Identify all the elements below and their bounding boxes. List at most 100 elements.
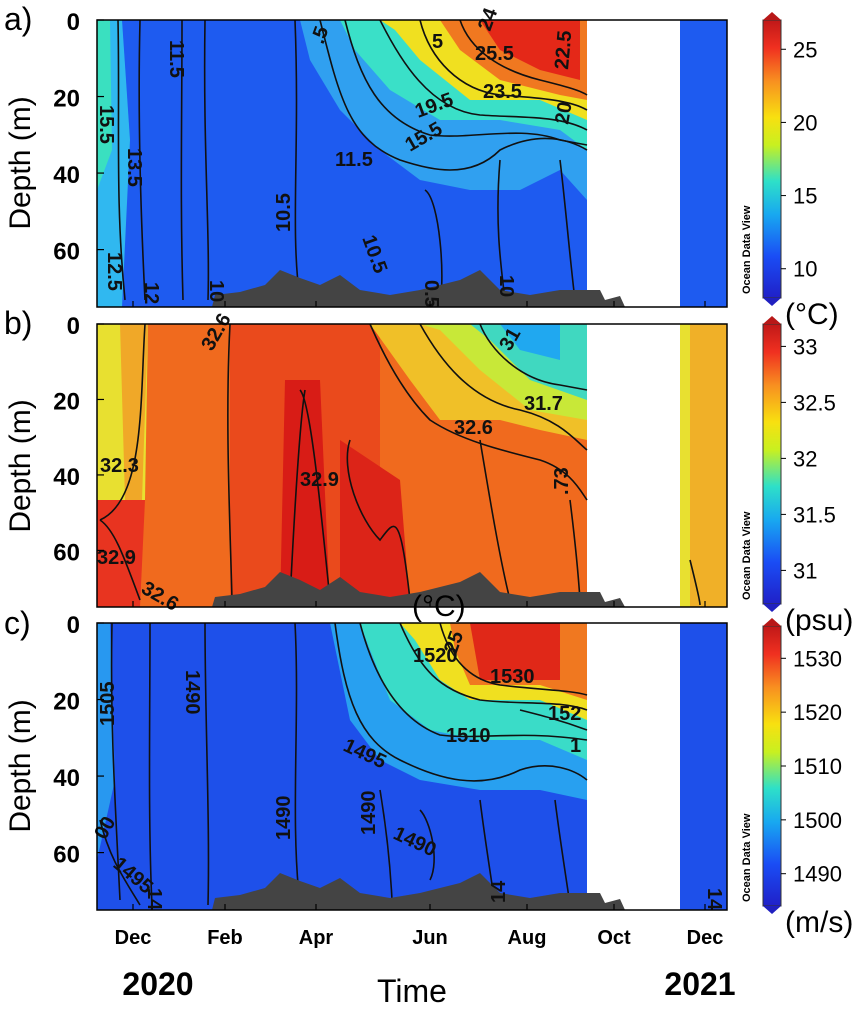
contour-label: 12.5 bbox=[103, 252, 125, 291]
y-tick-label: 0 bbox=[67, 612, 80, 639]
panel-c-bathymetry bbox=[212, 873, 587, 910]
x-tick-label: Feb bbox=[207, 927, 243, 949]
y-tick-label: 0 bbox=[67, 313, 80, 340]
panel-b-gap bbox=[587, 324, 680, 607]
colorbar-top-cap bbox=[763, 12, 781, 20]
colorbar-tick-label: 20 bbox=[793, 110, 817, 135]
contour-label: 0.5 bbox=[420, 280, 442, 308]
colorbar-tick-label: 1520 bbox=[793, 700, 842, 725]
colorbar-tick-label: 1530 bbox=[793, 646, 842, 671]
panel-a-contour-labels: 15.5 11.5 13.5 12.5 12 10 10.5 10.5 0.5 … bbox=[95, 4, 577, 307]
colorbar-top-cap bbox=[763, 316, 781, 324]
colorbar-tick-label: 31.5 bbox=[793, 502, 836, 527]
contour-label: 1510 bbox=[446, 725, 491, 747]
colorbar-tick-label: 31 bbox=[793, 558, 817, 583]
colorbar-1 bbox=[762, 19, 782, 299]
x-tick-label: Dec bbox=[115, 927, 152, 949]
panel-c-letter: c) bbox=[4, 605, 31, 641]
colorbar-tick-label: 15 bbox=[793, 184, 817, 209]
contour-label: 14 bbox=[488, 880, 510, 903]
contour-label: .73 bbox=[551, 467, 573, 495]
colorbar-tick-label: 1490 bbox=[793, 862, 842, 887]
contour-label: 32.9 bbox=[300, 469, 339, 491]
contour-label: 32.3 bbox=[100, 455, 139, 477]
contour-label: 1490 bbox=[273, 796, 295, 841]
y-tick-label: 40 bbox=[53, 464, 80, 491]
y-axis-label-c: Depth (m) bbox=[4, 699, 37, 832]
colorbar-unit: (psu) bbox=[785, 604, 853, 637]
colorbar-2 bbox=[762, 323, 782, 605]
panel-b-letter: b) bbox=[4, 305, 32, 341]
contour-label: 152 bbox=[548, 703, 581, 725]
contour-label: 14 bbox=[143, 888, 165, 911]
contour-label: 10.5 bbox=[273, 193, 295, 232]
contour-label: 1 bbox=[570, 735, 581, 757]
contour-label: 25.5 bbox=[475, 43, 514, 65]
panel-c: 1505 1490 1520 25 1530 152 1510 1495 149… bbox=[90, 622, 728, 911]
y-tick-label: 40 bbox=[53, 162, 80, 189]
panel-c-gap bbox=[587, 623, 680, 910]
y-tick-label: 20 bbox=[53, 86, 80, 113]
x-tick-label: Jun bbox=[412, 927, 448, 949]
panel-a-bathymetry bbox=[212, 270, 587, 307]
contour-label: 11.5 bbox=[165, 40, 187, 78]
panel-b: 32.6 32.3 32.9 32.9 32.6 32.6 31.7 31 .7… bbox=[96, 310, 728, 616]
colorbar-side-text: Ocean Data View bbox=[741, 813, 753, 902]
y-tick-label: 20 bbox=[53, 689, 80, 716]
panel-a-letter: a) bbox=[4, 1, 32, 37]
colorbar-tick-label: 32 bbox=[793, 446, 817, 471]
y-tick-label: 40 bbox=[53, 765, 80, 792]
y-tick-label: 60 bbox=[53, 842, 80, 869]
colorbar-side-text: Ocean Data View bbox=[741, 511, 753, 600]
panel-a: 15.5 11.5 13.5 12.5 12 10 10.5 10.5 0.5 … bbox=[95, 4, 728, 308]
colorbar-3 bbox=[762, 625, 782, 907]
y-tick-label: 20 bbox=[53, 388, 80, 415]
panel-b-frame bbox=[96, 323, 728, 608]
contour-label: 5 bbox=[432, 31, 443, 53]
x-tick-label: Oct bbox=[597, 927, 631, 949]
colorbar-unit: (°C) bbox=[785, 298, 839, 331]
colorbar-bottom-cap bbox=[763, 906, 781, 914]
contour-label: 1490 bbox=[181, 670, 203, 715]
colorbar-tick-label: 1510 bbox=[793, 754, 842, 779]
contour-label: 14 bbox=[703, 888, 725, 911]
colorbar-tick-label: 32.5 bbox=[793, 390, 836, 415]
contour-label: .5 bbox=[307, 24, 333, 47]
year-label-2020: 2020 bbox=[122, 966, 193, 1002]
year-label-2021: 2021 bbox=[664, 966, 735, 1002]
colorbar-tick-label: 1500 bbox=[793, 808, 842, 833]
y-tick-label: 60 bbox=[53, 239, 80, 266]
contour-label: 12 bbox=[140, 282, 162, 304]
y-axis-label-a: Depth (m) bbox=[4, 96, 37, 229]
y-tick-label: 60 bbox=[53, 539, 80, 566]
contour-label: 1520 bbox=[413, 645, 458, 667]
x-tick-label: Dec bbox=[687, 927, 724, 949]
colorbar-top-cap bbox=[763, 618, 781, 626]
colorbar-bottom-cap bbox=[763, 604, 781, 612]
colorbar-tick-label: 10 bbox=[793, 257, 817, 282]
contour-label: 20 bbox=[551, 100, 577, 126]
x-tick-label: Aug bbox=[508, 927, 547, 949]
contour-label: 13.5 bbox=[123, 148, 145, 187]
contour-label: 23.5 bbox=[483, 81, 522, 103]
contour-label: 1505 bbox=[97, 682, 119, 727]
y-tick-label: 0 bbox=[67, 9, 80, 36]
contour-label: 10 bbox=[495, 275, 517, 297]
colorbar-unit: (m/s) bbox=[785, 906, 853, 939]
colorbar-tick-label: 25 bbox=[793, 37, 817, 62]
x-tick-labels: Dec Feb Apr Jun Aug Oct Dec bbox=[115, 301, 724, 949]
colorbar-tick-label: 33 bbox=[793, 334, 817, 359]
panel-a-gap bbox=[587, 20, 680, 307]
contour-label: 22.5 bbox=[551, 30, 576, 71]
contour-label: 1490 bbox=[358, 791, 380, 836]
contour-label: 31.7 bbox=[524, 393, 563, 415]
x-axis-label: Time bbox=[377, 973, 447, 1009]
y-axis-label-b: Depth (m) bbox=[4, 399, 37, 532]
contour-label: 10 bbox=[205, 280, 227, 302]
colorbar-side-text: Ocean Data View bbox=[741, 205, 753, 294]
panel-b-bathymetry bbox=[212, 572, 587, 607]
stray-unit-label: (°C) bbox=[412, 590, 466, 623]
y-tick-labels: 0 20 40 60 0 20 40 60 0 20 40 60 bbox=[53, 9, 104, 869]
